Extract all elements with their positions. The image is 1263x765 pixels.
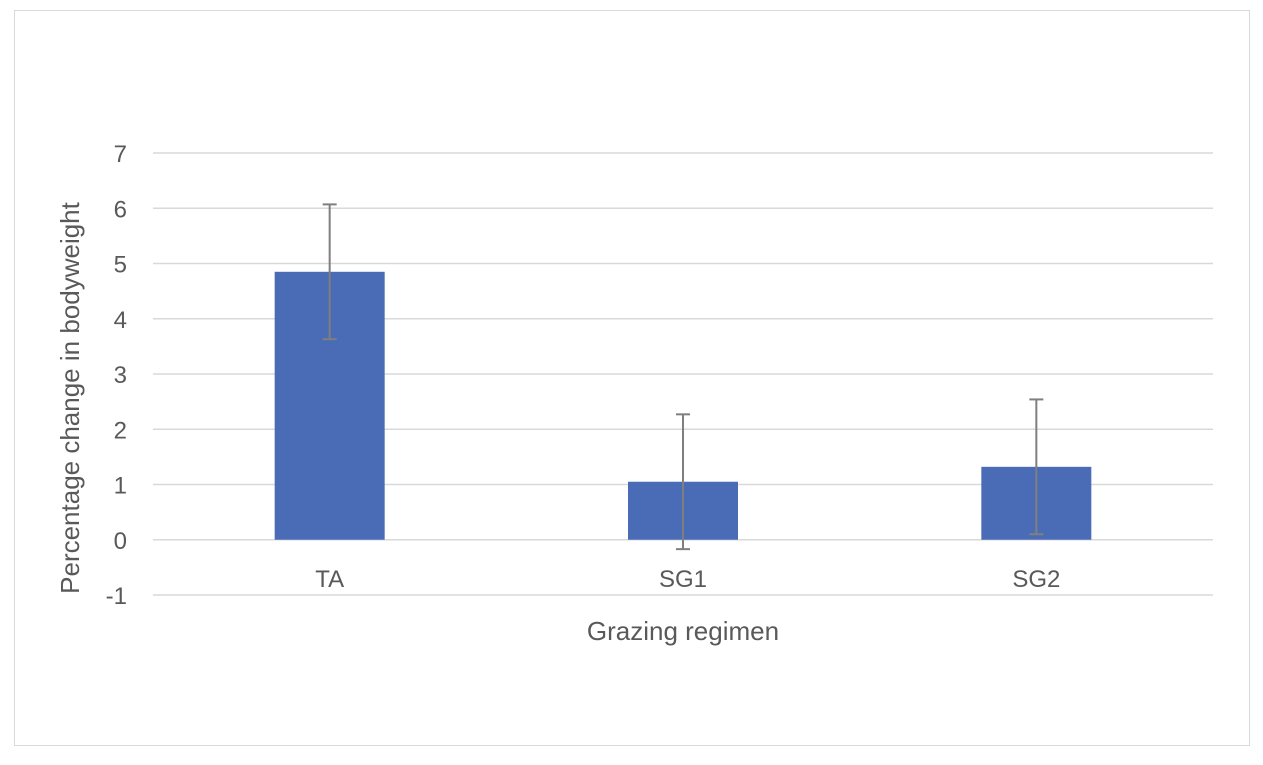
y-tick-label: 4 — [114, 307, 127, 334]
x-tick-label: SG2 — [1012, 566, 1060, 593]
y-tick-label: 3 — [114, 362, 127, 389]
chart-frame — [14, 10, 1250, 746]
y-tick-label: 1 — [114, 473, 127, 500]
error-bars — [322, 203, 1044, 551]
y-tick-label: 5 — [114, 252, 127, 279]
x-tick-label: SG1 — [659, 566, 707, 593]
y-tick-label: 7 — [114, 141, 127, 168]
y-tick-label: 2 — [114, 417, 127, 444]
x-axis-title: Grazing regimen — [587, 616, 779, 646]
x-tick-label: TA — [315, 566, 344, 593]
x-axis-ticks: TA SG1 SG2 — [315, 566, 1060, 593]
y-axis-title: Percentage change in bodyweight — [55, 201, 85, 594]
y-axis-ticks: -1 0 1 2 3 4 5 6 7 — [106, 141, 127, 610]
y-tick-label: -1 — [106, 583, 127, 610]
y-tick-label: 0 — [114, 528, 127, 555]
y-tick-label: 6 — [114, 196, 127, 223]
